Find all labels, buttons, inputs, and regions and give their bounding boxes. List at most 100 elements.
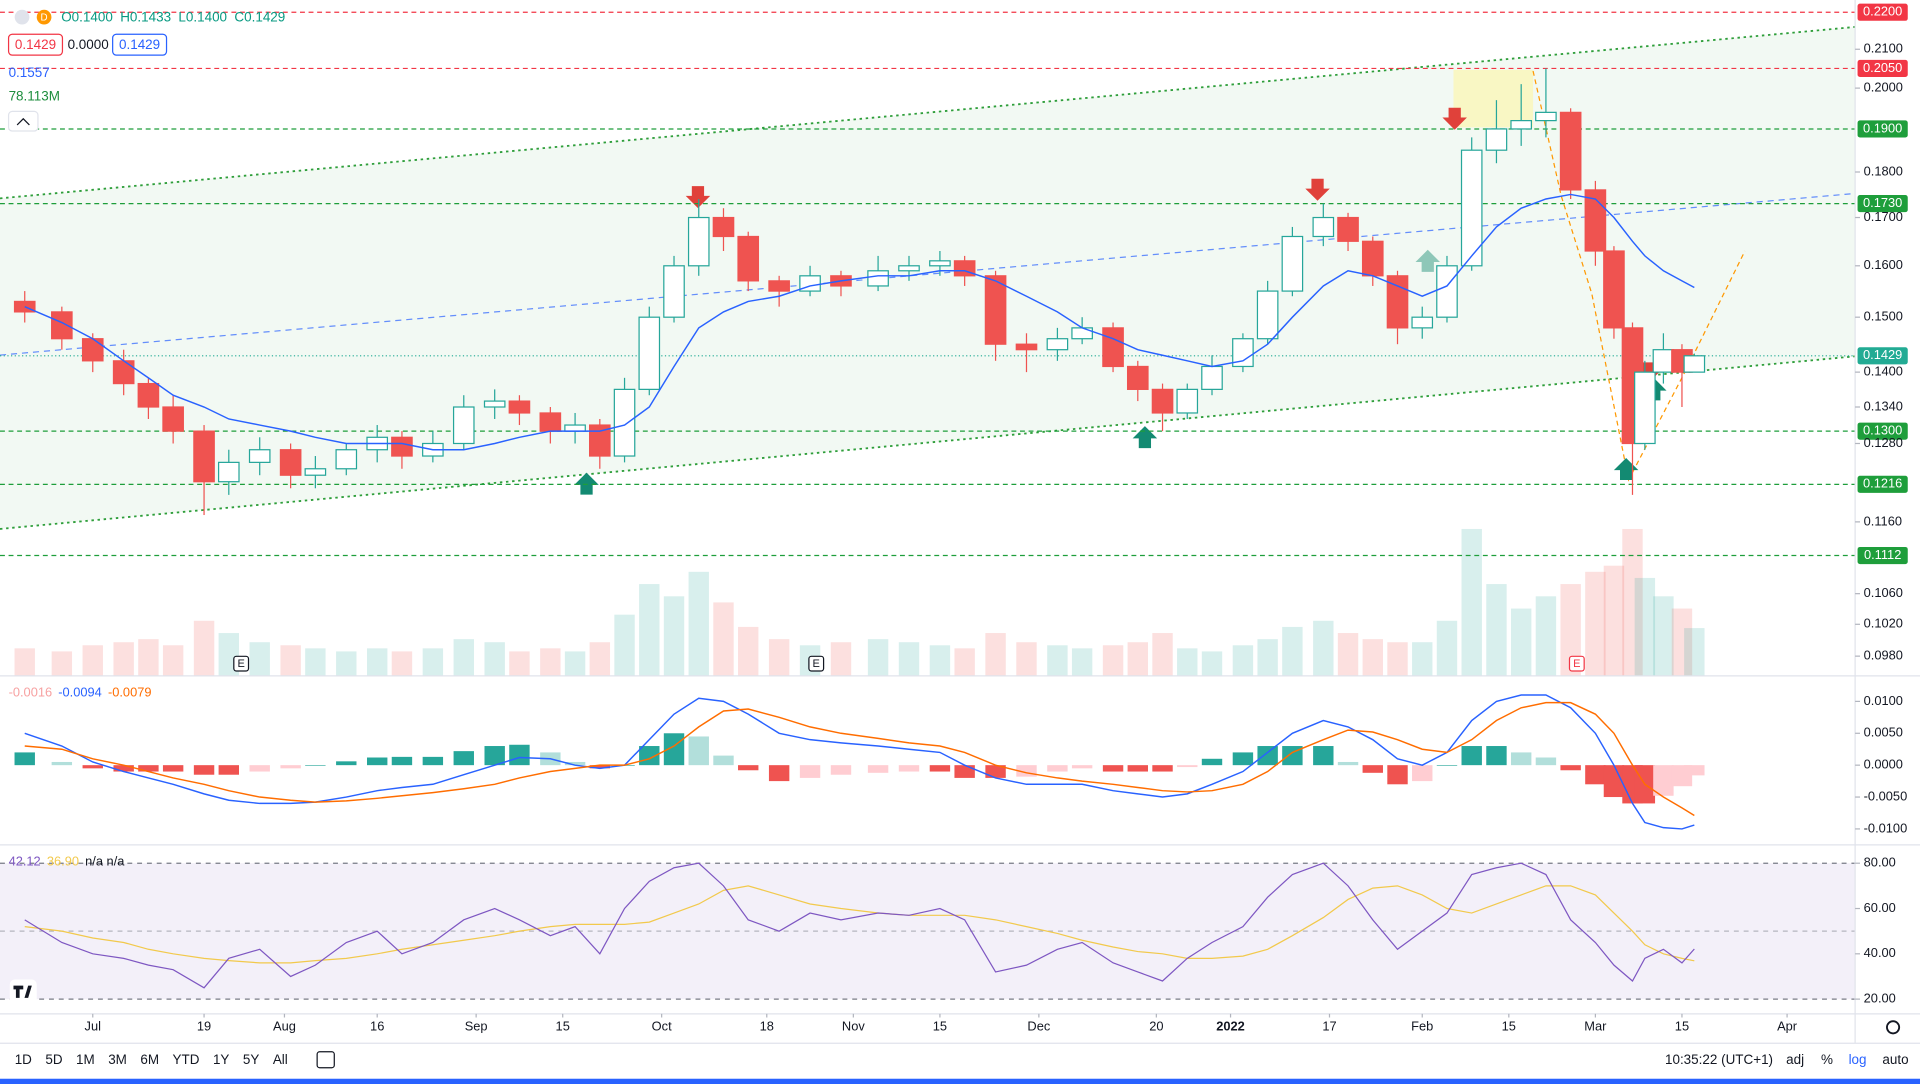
volume-bar <box>1127 642 1148 676</box>
level-label-bg <box>1857 120 1908 138</box>
candle-body <box>1015 343 1038 351</box>
indicator-value: n/a n/a <box>85 853 125 868</box>
y-tick-label: 0.2000 <box>1864 79 1903 94</box>
histogram-bar <box>484 746 505 766</box>
channel-lower <box>0 355 1856 530</box>
volume-bar <box>336 651 357 676</box>
histogram-bar <box>193 765 215 775</box>
histogram-bar <box>1362 765 1383 773</box>
candle-body <box>867 270 889 287</box>
x-tick-label: 16 <box>370 1019 384 1034</box>
histogram-bar <box>1337 761 1359 766</box>
histogram-bar <box>1486 746 1507 766</box>
level-label-bg <box>1857 422 1908 440</box>
event-marker[interactable] <box>808 655 825 672</box>
level-label-bg <box>1857 3 1908 21</box>
clock: 10:35:22 (UTC+1) <box>1665 1052 1773 1067</box>
histogram-bar <box>1653 765 1674 796</box>
y-tick-label: 0.1700 <box>1864 209 1903 224</box>
symbol-icon[interactable] <box>14 9 30 25</box>
candle-body <box>638 316 661 390</box>
y-tick-label: 20.00 <box>1864 991 1896 1006</box>
price-box[interactable] <box>112 33 168 56</box>
volume-bar <box>867 639 889 676</box>
range-button[interactable]: 6M <box>140 1052 159 1067</box>
histogram-bar <box>898 765 920 772</box>
range-button[interactable]: 3M <box>108 1052 127 1067</box>
y-tick-label: 60.00 <box>1864 900 1896 915</box>
y-tick-label: 0.1800 <box>1864 163 1903 178</box>
histogram-bar <box>738 765 759 771</box>
candle-body <box>589 424 611 457</box>
y-tick-label: 0.1020 <box>1864 616 1903 631</box>
event-marker[interactable] <box>1568 655 1585 672</box>
scale-option[interactable]: log <box>1849 1052 1867 1067</box>
y-tick-label: 0.0100 <box>1864 693 1903 708</box>
histogram-bar <box>509 744 530 766</box>
candle-body <box>737 235 760 282</box>
histogram-bar <box>138 765 159 772</box>
scale-option[interactable]: adj <box>1786 1052 1804 1067</box>
volume-bar <box>663 596 685 676</box>
range-button[interactable]: 5Y <box>243 1052 259 1067</box>
indicator-value: 36.90 <box>47 853 79 868</box>
candle-body <box>1436 265 1458 318</box>
range-button[interactable]: 1Y <box>213 1052 229 1067</box>
y-tick-label: 0.1500 <box>1864 309 1903 324</box>
candle-body <box>1176 388 1199 414</box>
histogram-bar <box>82 765 103 769</box>
level-label: 0.2050 <box>1863 60 1902 75</box>
candle-body <box>1361 240 1384 277</box>
y-tick-label: 0.1400 <box>1864 364 1903 379</box>
y-tick-label: 0.0000 <box>1864 757 1903 772</box>
range-button[interactable]: 1M <box>76 1052 95 1067</box>
histogram-bar <box>1461 746 1482 766</box>
histogram-bar <box>1684 765 1705 776</box>
volume-bar <box>768 639 790 676</box>
event-marker[interactable] <box>233 655 250 672</box>
volume-bar <box>453 639 474 676</box>
goto-date[interactable] <box>316 1051 335 1069</box>
scale-option[interactable]: auto <box>1882 1052 1908 1067</box>
volume-bar <box>305 648 326 676</box>
ohlc-legend: O0.1400 H0.1433 L0.1400 C0.1429 <box>61 9 285 24</box>
range-button[interactable]: 1D <box>15 1052 32 1067</box>
moving-average <box>24 193 1695 451</box>
y-tick-label: 0.1340 <box>1864 398 1903 413</box>
bid-price: 0.1429 <box>15 37 56 52</box>
collapse-button[interactable] <box>7 110 39 132</box>
candle-body <box>1652 349 1675 373</box>
volume-bar <box>1257 639 1278 676</box>
event-label: E <box>237 658 244 670</box>
settings[interactable] <box>1886 1020 1901 1035</box>
range-button[interactable]: All <box>273 1052 288 1067</box>
y-tick-label: 0.1600 <box>1864 257 1903 272</box>
candle-body <box>51 311 73 340</box>
volume-bar <box>1071 648 1093 676</box>
histogram-bar <box>280 765 301 769</box>
candle-body <box>217 461 240 483</box>
signal-line <box>24 701 1695 817</box>
logo[interactable] <box>9 979 37 1005</box>
y-tick-label: 40.00 <box>1864 945 1896 960</box>
scale-option[interactable]: % <box>1821 1052 1833 1067</box>
x-tick-label: Feb <box>1411 1019 1433 1034</box>
range-button[interactable]: 5D <box>45 1052 62 1067</box>
interval-icon[interactable] <box>36 9 52 25</box>
price-box[interactable] <box>7 33 64 56</box>
volume-bar <box>540 648 561 676</box>
volume-bar <box>954 648 975 676</box>
y-tick-label: 0.1280 <box>1864 435 1903 450</box>
histogram-bar <box>1177 765 1198 768</box>
volume-bar <box>985 633 1006 676</box>
x-tick-label: 15 <box>933 1019 947 1034</box>
candle-body <box>1460 149 1483 267</box>
candle-body <box>712 216 735 238</box>
last-price-bg <box>1857 347 1908 365</box>
x-tick-label: 17 <box>1322 1019 1336 1034</box>
x-tick-label: 15 <box>1675 1019 1689 1034</box>
candle-body <box>1126 365 1149 390</box>
level-label-bg <box>1857 546 1908 565</box>
candle-body <box>1281 235 1304 292</box>
range-button[interactable]: YTD <box>173 1052 200 1067</box>
